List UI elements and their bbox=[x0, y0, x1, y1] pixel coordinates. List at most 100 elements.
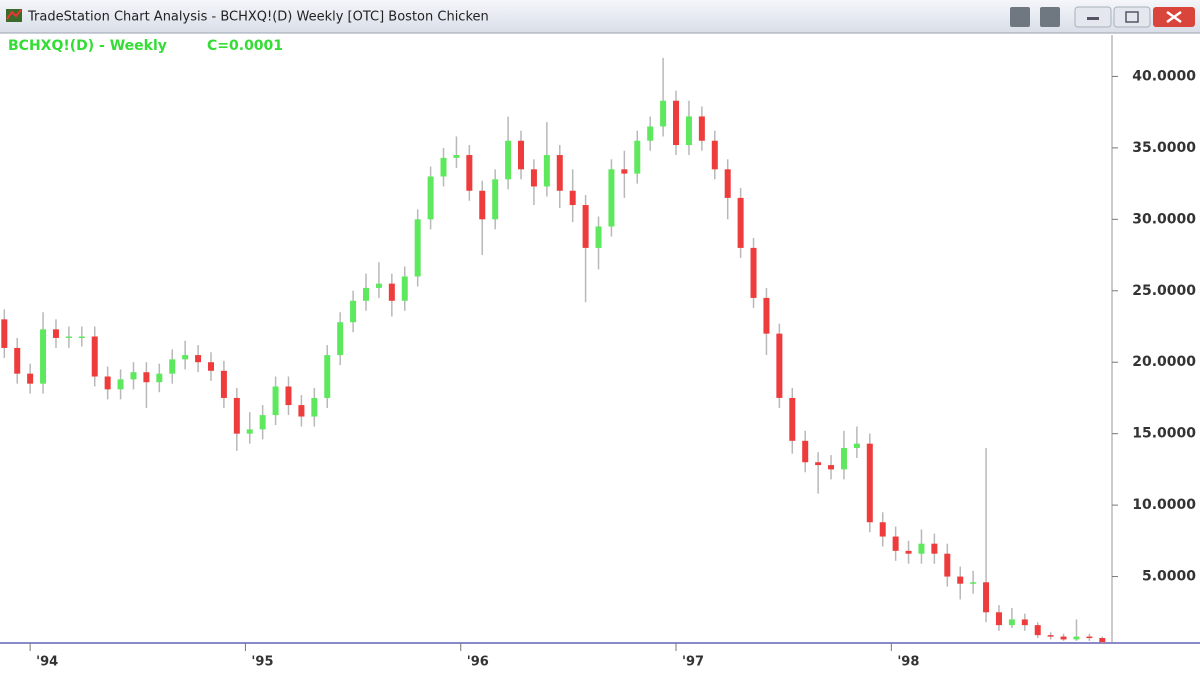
maximize-button[interactable] bbox=[1113, 6, 1151, 28]
candle-body bbox=[1086, 636, 1093, 639]
price-axis-panel bbox=[1112, 35, 1200, 643]
candle-body bbox=[324, 355, 331, 398]
candle-body bbox=[647, 126, 654, 141]
candle-body bbox=[272, 386, 279, 416]
candle-body bbox=[556, 155, 563, 191]
candle-body bbox=[737, 197, 744, 248]
candle-body bbox=[763, 297, 770, 334]
candle-body bbox=[711, 140, 718, 170]
candle-body bbox=[634, 140, 641, 174]
plot-area: 5.0000 10.0000 15.0000 20.0000 25.0000 30.000… bbox=[0, 35, 1200, 680]
candle-body bbox=[65, 336, 72, 338]
candle-body bbox=[595, 226, 602, 248]
candle-body bbox=[660, 100, 667, 127]
candle-body bbox=[52, 329, 59, 338]
candle-body bbox=[802, 440, 809, 463]
candle-body bbox=[828, 465, 835, 470]
candle-body bbox=[957, 576, 964, 584]
candle-body bbox=[892, 536, 899, 551]
candle-body bbox=[866, 443, 873, 523]
candle-body bbox=[698, 116, 705, 141]
y-tick-label: 5.0000 bbox=[1142, 569, 1196, 585]
y-tick-label: 10.0000 bbox=[1132, 497, 1196, 513]
y-tick-label: 35.0000 bbox=[1132, 140, 1196, 156]
candle-body bbox=[724, 169, 731, 198]
candle-body bbox=[995, 612, 1002, 626]
candle-body bbox=[853, 443, 860, 448]
candle-body bbox=[543, 155, 550, 187]
tool-button[interactable] bbox=[1010, 7, 1030, 27]
candle-body bbox=[840, 447, 847, 470]
candle-body bbox=[621, 169, 628, 174]
x-tick-label: '96 bbox=[467, 655, 489, 670]
candle-body bbox=[298, 405, 305, 417]
candle-body bbox=[337, 322, 344, 356]
candle-body bbox=[427, 176, 434, 220]
window-title: TradeStation Chart Analysis - BCHXQ!(D) … bbox=[27, 10, 489, 25]
candle-body bbox=[569, 190, 576, 206]
close-icon bbox=[1166, 10, 1182, 24]
candle-body bbox=[673, 100, 680, 146]
last-close: C=0.0001 bbox=[207, 38, 283, 54]
candle-body bbox=[983, 582, 990, 613]
candle-body bbox=[40, 329, 47, 384]
candle-body bbox=[750, 247, 757, 298]
candle-body bbox=[91, 336, 98, 377]
candle-body bbox=[685, 116, 692, 146]
candle-body bbox=[207, 362, 214, 371]
minimize-icon bbox=[1087, 17, 1099, 20]
candle-body bbox=[1, 319, 8, 348]
candle-body bbox=[375, 283, 382, 288]
candle-body bbox=[350, 300, 357, 323]
candle-body bbox=[311, 397, 318, 417]
time-axis-panel bbox=[0, 644, 1200, 680]
tool-button[interactable] bbox=[1040, 7, 1060, 27]
candle-body bbox=[582, 205, 589, 248]
chart-title: BCHXQ!(D) - Weekly bbox=[8, 38, 167, 54]
candle-body bbox=[143, 372, 150, 383]
candle-body bbox=[363, 287, 370, 301]
candle-body bbox=[169, 359, 176, 374]
candle-body bbox=[970, 582, 977, 584]
candle-body bbox=[492, 179, 499, 220]
x-tick-label: '94 bbox=[36, 655, 58, 670]
candle-body bbox=[815, 462, 822, 466]
candle-body bbox=[905, 550, 912, 554]
y-tick-label: 20.0000 bbox=[1132, 354, 1196, 370]
candle-body bbox=[918, 543, 925, 554]
x-tick-label: '98 bbox=[897, 655, 919, 670]
candle-body bbox=[182, 355, 189, 360]
candle-body bbox=[246, 429, 253, 434]
candle-body bbox=[78, 336, 85, 338]
candle-body bbox=[1073, 636, 1080, 640]
candle-body bbox=[518, 140, 525, 170]
candle-body bbox=[104, 376, 111, 390]
y-tick-label: 30.0000 bbox=[1132, 211, 1196, 227]
candle-body bbox=[1099, 637, 1106, 643]
candle-body bbox=[789, 397, 796, 441]
candle-body bbox=[944, 553, 951, 577]
candle-body bbox=[530, 169, 537, 187]
candle-body bbox=[1008, 619, 1015, 626]
candle-body bbox=[776, 333, 783, 398]
candle-body bbox=[401, 276, 408, 301]
candle-body bbox=[453, 155, 460, 158]
candle-body bbox=[1047, 635, 1054, 637]
title-bar bbox=[0, 0, 1200, 33]
candle-body bbox=[479, 190, 486, 220]
candle-body bbox=[285, 386, 292, 406]
candle-body bbox=[156, 373, 163, 383]
candle-body bbox=[195, 355, 202, 363]
y-tick-label: 15.0000 bbox=[1132, 426, 1196, 442]
candle-body bbox=[1034, 625, 1041, 636]
candle-body bbox=[1021, 619, 1028, 626]
candle-body bbox=[27, 373, 34, 384]
candle-body bbox=[505, 140, 512, 180]
y-tick-label: 25.0000 bbox=[1132, 283, 1196, 299]
candle-body bbox=[414, 219, 421, 277]
candle-body bbox=[931, 543, 938, 554]
candle-body bbox=[233, 397, 240, 434]
candle-body bbox=[117, 379, 124, 390]
candle-body bbox=[14, 347, 21, 374]
